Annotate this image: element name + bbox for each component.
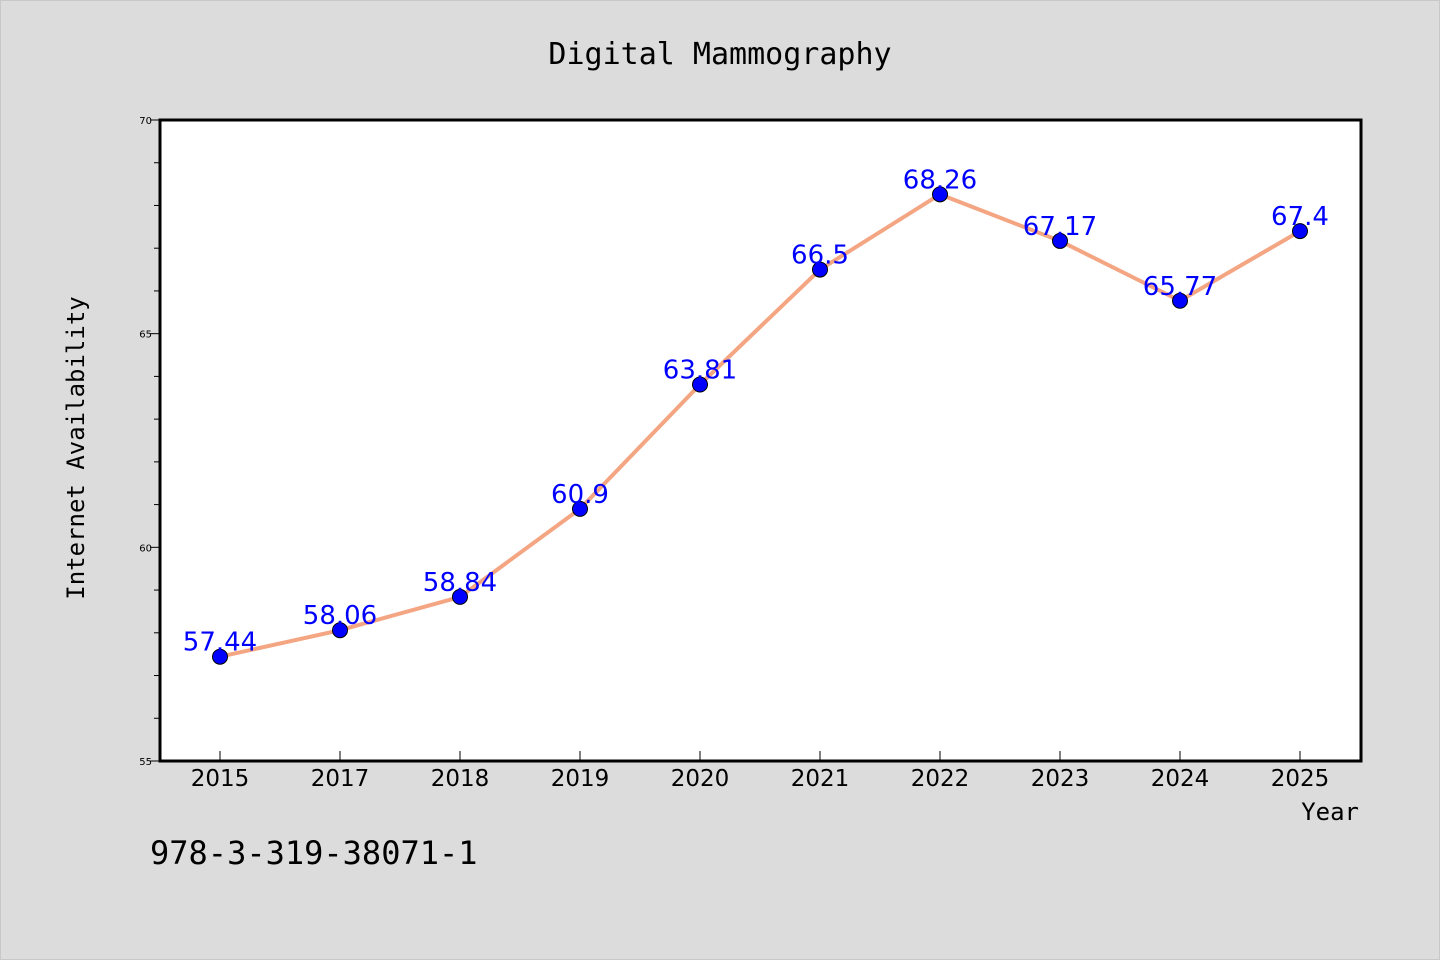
data-label: 67.17 <box>1023 212 1097 242</box>
y-tick-label: 70 <box>139 116 152 127</box>
series-line <box>218 192 1302 659</box>
data-point <box>212 648 228 665</box>
x-tick-label: 2020 <box>671 766 730 792</box>
data-label: 63.81 <box>663 356 737 386</box>
x-axis-label: Year <box>1301 798 1359 826</box>
x-tick-label: 2018 <box>431 766 490 792</box>
x-tick-label: 2025 <box>1271 766 1330 792</box>
data-point <box>572 500 588 517</box>
data-label: 68.26 <box>903 165 977 195</box>
data-label: 66.5 <box>791 241 849 271</box>
data-point <box>332 622 348 639</box>
chart-title: Digital Mammography <box>548 37 891 72</box>
x-tick-label: 2023 <box>1031 766 1090 792</box>
data-label: 65.77 <box>1143 272 1217 302</box>
y-tick-label: 60 <box>139 543 152 554</box>
data-point <box>812 261 828 278</box>
data-point <box>692 376 708 393</box>
plot-area <box>160 120 1361 761</box>
data-point <box>932 186 948 203</box>
data-labels: 57.44 58.06 58.84 60.9 63.81 66.5 68.26 67.17 65… <box>183 165 1329 657</box>
x-tick-label: 2022 <box>911 766 970 792</box>
series-markers <box>212 186 1308 665</box>
y-tick-label: 55 <box>139 757 152 768</box>
y-axis-label: Internet Availability <box>62 296 90 599</box>
data-label: 58.06 <box>303 601 377 631</box>
plot-frame <box>158 118 1363 763</box>
y-tick-label: 65 <box>139 330 152 341</box>
x-tick-label: 2019 <box>551 766 610 792</box>
data-label: 60.9 <box>551 480 609 510</box>
x-tick-label: 2024 <box>1151 766 1210 792</box>
data-label: 67.4 <box>1271 202 1329 232</box>
data-label: 58.84 <box>423 568 497 598</box>
data-point <box>1052 232 1068 249</box>
data-point <box>1292 223 1308 240</box>
data-label: 57.44 <box>183 628 257 658</box>
x-tick-label: 2017 <box>311 766 370 792</box>
x-tick-label: 2015 <box>191 766 250 792</box>
x-tick-label: 2021 <box>791 766 850 792</box>
footnote-isbn: 978-3-319-38071-1 <box>150 834 478 872</box>
x-axis: 2015 2017 2018 2019 2020 2021 2022 2023 2024 2025 <box>191 751 1330 792</box>
data-point <box>452 588 468 605</box>
data-point <box>1172 292 1188 309</box>
